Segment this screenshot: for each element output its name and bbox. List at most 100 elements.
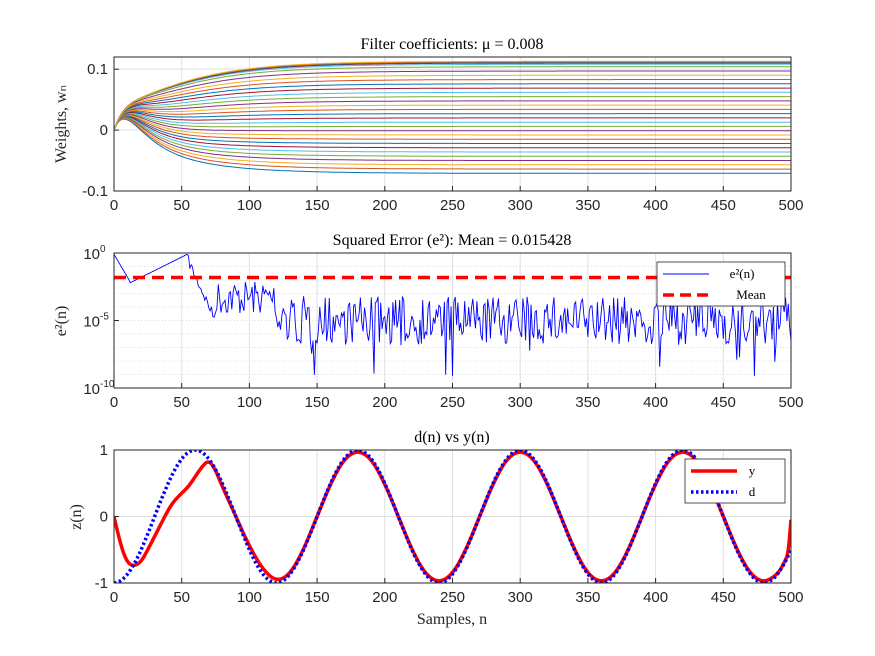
- x-tick-label: 500: [778, 197, 803, 214]
- legend: y d: [684, 458, 786, 504]
- x-tick-label: 50: [173, 394, 190, 411]
- x-tick-label: 400: [643, 394, 668, 411]
- x-tick-label: 400: [643, 589, 668, 606]
- x-tick-label: 250: [440, 589, 465, 606]
- x-tick-label: 50: [173, 197, 190, 214]
- weight-series-line: [114, 104, 791, 131]
- y-axis-label: Weights, wₙ: [53, 85, 70, 163]
- x-tick-label: 150: [305, 394, 330, 411]
- x-tick-label: 150: [305, 197, 330, 214]
- x-tick-label: 250: [440, 394, 465, 411]
- weight-series-line: [114, 63, 791, 131]
- y-tick-label: 0: [100, 509, 108, 526]
- x-tick-label: 50: [173, 589, 190, 606]
- weight-series-line: [114, 114, 791, 132]
- weight-series-line: [114, 118, 791, 170]
- x-tick-label: 200: [372, 589, 397, 606]
- legend-label-y: y: [749, 463, 756, 478]
- weight-series-line: [114, 60, 791, 131]
- weight-series-line: [114, 79, 791, 131]
- legend-box: [656, 261, 786, 307]
- x-tick-label: 500: [778, 589, 803, 606]
- x-ticks: 0 50 100 150 200 250 300 350 400 450 500: [110, 186, 804, 214]
- x-axis-label: Samples, n: [417, 611, 487, 628]
- weight-series-line: [114, 74, 791, 131]
- error-lines: [114, 253, 791, 376]
- weight-series-line: [114, 112, 791, 131]
- legend-box: [684, 458, 786, 504]
- chart-weights: 0 50 100 150 200 250 300 350 400 450 500 -0.100.1 …: [53, 36, 804, 214]
- weight-series-line: [114, 113, 791, 131]
- x-tick-label: 0: [110, 589, 118, 606]
- weight-series-line: [114, 83, 791, 131]
- x-tick-label: 300: [508, 197, 533, 214]
- x-tick-label: 400: [643, 197, 668, 214]
- x-tick-label: 300: [508, 394, 533, 411]
- y-ticks: -0.1 0 0.1: [82, 61, 119, 200]
- weight-series-line: [114, 116, 791, 153]
- legend-label-mean: Mean: [736, 287, 766, 302]
- y-tick-label: 10: [83, 381, 100, 398]
- weight-series-line: [114, 70, 791, 131]
- x-tick-label: 450: [711, 394, 736, 411]
- x-ticks: 0 50 100 150 200 250 300 350 400 450 500: [110, 578, 804, 606]
- weight-series-line: [114, 116, 791, 157]
- chart-title: d(n) vs y(n): [414, 429, 490, 446]
- x-tick-label: 350: [575, 589, 600, 606]
- chart-squared-error: 0 50 100 150 200 250 300 350 400 450 500 10 010 -510…: [53, 232, 804, 411]
- legend: e²(n) Mean: [656, 261, 786, 307]
- weight-series-line: [114, 115, 791, 140]
- weight-series-line: [114, 118, 791, 174]
- y-tick-label: 1: [100, 442, 108, 459]
- weight-series-line: [114, 87, 791, 131]
- legend-label-error: e²(n): [730, 266, 755, 281]
- weight-series-line: [114, 117, 791, 166]
- x-ticks: 0 50 100 150 200 250 300 350 400 450 500: [110, 383, 804, 411]
- weight-series-line: [114, 91, 791, 131]
- weight-series-line: [114, 116, 791, 149]
- x-tick-label: 450: [711, 589, 736, 606]
- d-series-line: [114, 450, 791, 583]
- weight-lines: [114, 60, 791, 174]
- weight-series-line: [114, 117, 791, 161]
- y-ticks: -1 0 1: [95, 442, 119, 592]
- y-axis-label: e²(n): [53, 306, 70, 337]
- weight-series-line: [114, 108, 791, 131]
- y-tick-exponent: -5: [100, 312, 109, 323]
- x-tick-label: 100: [237, 589, 262, 606]
- x-tick-label: 450: [711, 197, 736, 214]
- signal-lines: [114, 450, 791, 583]
- x-tick-label: 100: [237, 394, 262, 411]
- y-tick-label: 0.1: [87, 61, 108, 78]
- x-tick-label: 200: [372, 197, 397, 214]
- chart-title: Squared Error (e²): Mean = 0.015428: [333, 232, 572, 249]
- y-tick-label: 0: [100, 122, 108, 139]
- weight-series-line: [114, 114, 791, 136]
- weight-series-line: [114, 100, 791, 131]
- y-tick-label: -1: [95, 575, 108, 592]
- x-tick-label: 200: [372, 394, 397, 411]
- x-tick-label: 350: [575, 197, 600, 214]
- weight-series-line: [114, 96, 791, 131]
- y-tick-exponent: 0: [100, 244, 106, 255]
- error-series-line: [114, 253, 791, 376]
- x-tick-label: 100: [237, 197, 262, 214]
- weight-series-line: [114, 115, 791, 144]
- y-tick-label: 10: [83, 246, 100, 263]
- legend-label-d: d: [749, 484, 756, 499]
- y-tick-label: -0.1: [82, 183, 108, 200]
- x-tick-label: 0: [110, 394, 118, 411]
- y-tick-label: 10: [83, 314, 100, 331]
- chart-d-vs-y: 0 50 100 150 200 250 300 350 400 450 500 -101 d(n)…: [68, 429, 804, 628]
- y-tick-exponent: -10: [100, 379, 115, 390]
- weight-series-line: [114, 66, 791, 131]
- x-tick-label: 300: [508, 589, 533, 606]
- weight-series-line: [114, 111, 791, 131]
- x-tick-label: 350: [575, 394, 600, 411]
- chart-title: Filter coefficients: μ = 0.008: [360, 36, 543, 53]
- x-tick-label: 250: [440, 197, 465, 214]
- x-tick-label: 150: [305, 589, 330, 606]
- x-tick-label: 0: [110, 197, 118, 214]
